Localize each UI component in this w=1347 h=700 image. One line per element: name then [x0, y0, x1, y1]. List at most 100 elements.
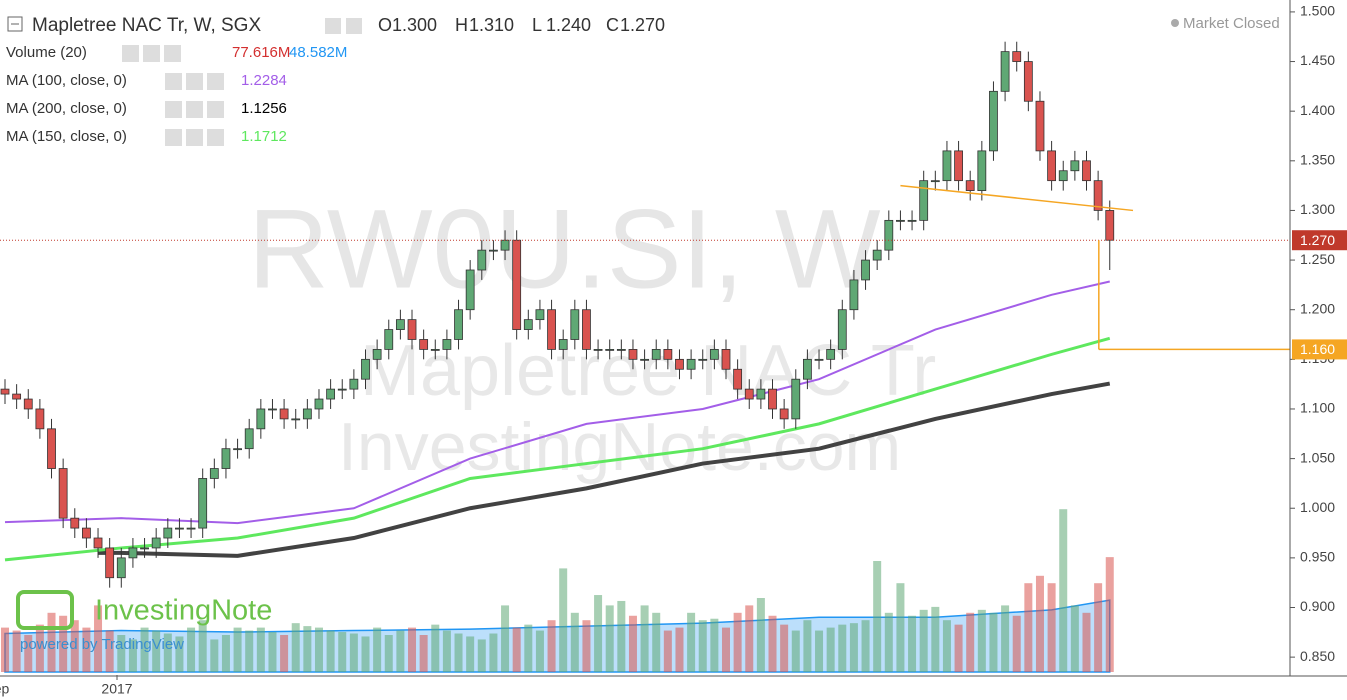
candle-body [733, 368, 743, 390]
candle-body [1047, 150, 1057, 182]
candle-body [744, 388, 754, 400]
candle-body [1035, 100, 1045, 152]
candle-body [686, 358, 696, 370]
candle-body [302, 408, 312, 420]
candle-body [186, 527, 196, 530]
candle-body [70, 517, 80, 529]
y-tick-label: 1.300 [1300, 201, 1335, 217]
volume-bar [803, 620, 812, 672]
candle-body [372, 349, 382, 360]
volume-bar [1105, 557, 1114, 672]
ma-line [4, 336, 1111, 562]
candle-body [779, 408, 789, 420]
candle-body [1023, 61, 1033, 102]
volume-bar [1059, 509, 1068, 672]
volume-bar [698, 620, 707, 672]
candle-body [105, 547, 115, 579]
candle-body [547, 309, 556, 350]
y-tick-label: 1.450 [1300, 52, 1335, 68]
volume-bar [861, 620, 870, 672]
volume-bar [384, 635, 393, 672]
legend-icon[interactable] [186, 129, 203, 146]
legend-icon[interactable] [143, 45, 160, 62]
legend-icon[interactable] [165, 129, 182, 146]
volume-bar [338, 632, 347, 672]
volume-bar [12, 630, 21, 672]
candle-body [791, 378, 801, 420]
logo: InvestingNote powered by TradingView [16, 590, 272, 653]
candle-body [477, 249, 487, 271]
candle-body [140, 547, 149, 550]
ohlc-value: 1.270 [620, 15, 665, 35]
legend-icon[interactable] [186, 101, 203, 118]
candle-body [337, 388, 347, 391]
legend-icon[interactable] [165, 73, 182, 90]
volume-bar [559, 568, 568, 672]
legend-icon[interactable] [207, 73, 224, 90]
candle-body [884, 219, 894, 251]
y-tick-label: 0.950 [1300, 549, 1335, 565]
candle-body [58, 468, 68, 519]
volume-bar [675, 627, 684, 672]
volume-bar [594, 595, 603, 672]
volume-bar [175, 636, 184, 672]
legend-icon[interactable] [207, 101, 224, 118]
candle-body [709, 349, 719, 360]
candle-body [1093, 180, 1103, 211]
ohlc-letter: H [455, 15, 468, 35]
legend-icon[interactable] [207, 129, 224, 146]
y-tick-label: 1.000 [1300, 499, 1335, 515]
ohlc-value: 1.300 [392, 15, 437, 35]
icon[interactable] [325, 18, 341, 34]
volume-bar [512, 627, 521, 672]
candle-body [628, 349, 638, 360]
volume-bar [873, 561, 882, 672]
candle-body [209, 468, 219, 479]
candle-body [93, 537, 103, 549]
volume-bar [314, 627, 323, 672]
icon[interactable] [346, 18, 362, 34]
volume-bar [1035, 575, 1044, 672]
volume-bar [70, 620, 79, 672]
legend-icon[interactable] [165, 101, 182, 118]
volume-bar [256, 627, 265, 672]
volume-bar [1047, 583, 1056, 672]
candle-body [256, 408, 266, 430]
volume-bar [1, 627, 10, 672]
legend-name: Volume (20) [6, 44, 87, 61]
volume-bar [477, 639, 486, 672]
volume-bar [117, 635, 126, 672]
candle-body [872, 249, 882, 261]
legend-icon[interactable] [122, 45, 139, 62]
candle-body [395, 319, 405, 330]
volume-bar [59, 615, 68, 672]
candle-body [116, 557, 126, 579]
candle-body [175, 527, 184, 530]
volume-bar [977, 609, 986, 672]
volume-bar [419, 635, 428, 672]
volume-bar [570, 612, 579, 672]
candle-body [163, 527, 173, 539]
volume-bar [966, 612, 975, 672]
volume-bar [780, 624, 789, 672]
candle-body [361, 358, 370, 380]
candle-body [837, 309, 847, 350]
volume-bar [233, 627, 242, 672]
legend-icon[interactable] [164, 45, 181, 62]
legend-icon[interactable] [186, 73, 203, 90]
volume-bar [210, 639, 219, 672]
powered-by: powered by TradingView [20, 636, 184, 653]
candle-body [384, 329, 394, 350]
legend: Mapletree NAC Tr, W, SGX Market Closed O… [6, 15, 1280, 146]
axes: 0.8500.9000.9501.0001.0501.1001.1501.200… [0, 3, 1347, 697]
volume-bar [687, 612, 696, 672]
y-tick-label: 1.050 [1300, 449, 1335, 465]
candle-body [454, 309, 463, 340]
candle-body [512, 239, 522, 330]
volume-bar [954, 624, 963, 672]
volume-bar [989, 612, 998, 672]
collapse-icon[interactable] [7, 16, 23, 32]
candle-body [82, 527, 91, 539]
volume-bar [501, 605, 510, 672]
candle-body [35, 408, 45, 430]
